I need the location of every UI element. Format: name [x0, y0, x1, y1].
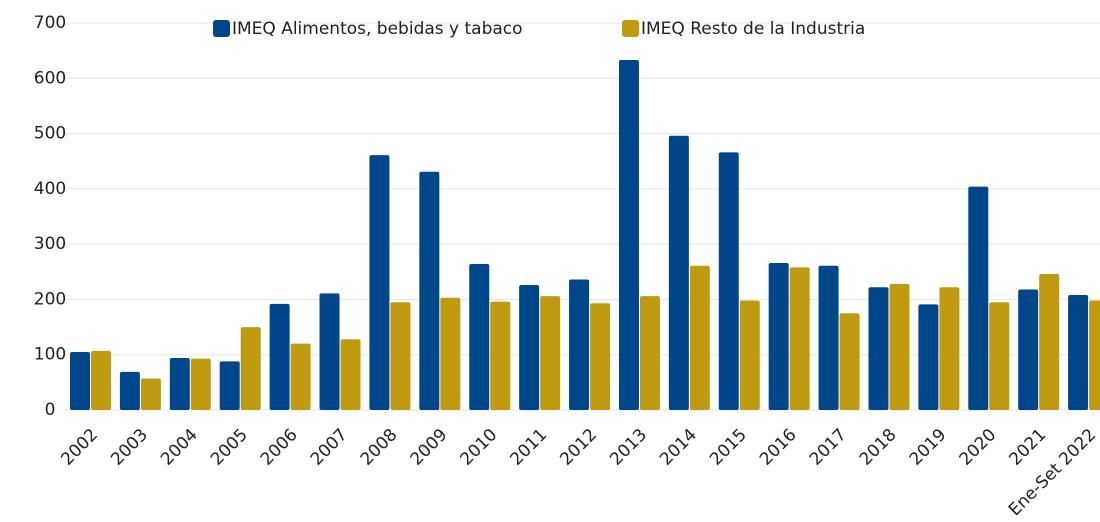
y-tick-label: 500 — [34, 124, 66, 144]
x-tick-label: 2003 — [107, 425, 152, 470]
y-tick-label: 400 — [34, 179, 66, 199]
bar — [240, 327, 261, 410]
bar — [91, 350, 111, 410]
bar — [490, 301, 511, 410]
legend-swatch — [622, 20, 639, 37]
x-tick-label: 2002 — [57, 425, 102, 470]
x-tick-label: 2018 — [856, 425, 901, 470]
x-tick-label: 2006 — [257, 425, 302, 470]
x-tick-label: 2012 — [556, 425, 601, 470]
y-tick-label: 200 — [34, 289, 66, 309]
x-tick-label: 2015 — [706, 425, 751, 470]
bar — [70, 351, 90, 410]
bar — [839, 313, 860, 410]
bar — [939, 287, 960, 410]
bar — [718, 152, 739, 410]
bar — [590, 303, 611, 410]
bar — [119, 371, 140, 410]
x-tick-label: 2008 — [357, 425, 402, 470]
legend-label: IMEQ Resto de la Industria — [641, 19, 865, 39]
bar — [868, 287, 889, 410]
bar — [340, 339, 361, 410]
bar — [519, 285, 540, 410]
bar — [1018, 289, 1039, 410]
bar — [290, 343, 311, 410]
bar — [219, 361, 240, 410]
bar — [818, 265, 839, 410]
y-tick-label: 100 — [34, 345, 66, 365]
bar — [269, 303, 290, 410]
x-tick-label: 2004 — [157, 425, 202, 470]
bar — [140, 378, 161, 410]
bar — [989, 302, 1010, 410]
bar — [190, 358, 211, 410]
legend-label: IMEQ Alimentos, bebidas y tabaco — [232, 19, 523, 39]
bar — [639, 296, 660, 410]
x-tick-label: 2020 — [956, 425, 1001, 470]
bar — [1039, 273, 1060, 410]
bar — [440, 297, 461, 410]
bar — [739, 300, 760, 410]
x-tick-label: 2016 — [756, 425, 801, 470]
bar — [390, 302, 411, 410]
x-tick-label: 2019 — [906, 425, 951, 470]
bar — [469, 264, 490, 410]
bar — [918, 304, 939, 410]
bar — [540, 296, 561, 410]
x-tick-label: 2014 — [656, 425, 701, 470]
bar — [169, 358, 190, 410]
x-tick-label: 2009 — [407, 425, 452, 470]
bar — [1089, 300, 1100, 410]
bar — [419, 171, 440, 410]
y-tick-label: 0 — [45, 400, 56, 420]
bar — [689, 265, 710, 410]
bar — [889, 283, 910, 410]
bar — [369, 155, 390, 410]
x-tick-label: 2021 — [1006, 425, 1051, 470]
x-tick-label: 2017 — [806, 425, 851, 470]
x-tick-label: 2010 — [457, 425, 502, 470]
x-tick-label: 2005 — [207, 425, 252, 470]
y-tick-label: 300 — [34, 234, 66, 254]
x-tick-label: 2011 — [506, 425, 551, 470]
bar — [968, 186, 989, 410]
bar — [618, 60, 639, 410]
bar — [1068, 295, 1089, 410]
bar — [319, 293, 340, 410]
bar — [789, 267, 810, 410]
legend-swatch — [213, 20, 230, 37]
y-tick-label: 700 — [34, 13, 66, 33]
x-tick-label: 2013 — [606, 425, 651, 470]
x-tick-label: 2007 — [307, 425, 352, 470]
x-tick-label: Ene-Set 2022 — [1005, 425, 1100, 520]
bar — [668, 135, 689, 411]
y-tick-label: 600 — [34, 68, 66, 88]
bar — [768, 262, 789, 410]
bar — [569, 279, 590, 410]
